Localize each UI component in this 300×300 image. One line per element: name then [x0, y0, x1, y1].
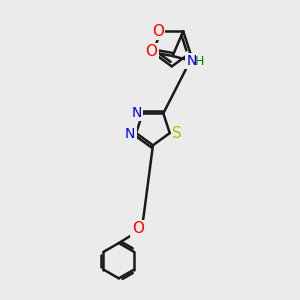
Text: N: N: [186, 54, 197, 68]
Text: H: H: [195, 55, 204, 68]
Text: O: O: [132, 221, 144, 236]
Text: O: O: [146, 44, 158, 59]
Text: O: O: [152, 24, 164, 39]
Text: S: S: [172, 126, 182, 141]
Text: N: N: [131, 106, 142, 120]
Text: N: N: [125, 127, 135, 141]
